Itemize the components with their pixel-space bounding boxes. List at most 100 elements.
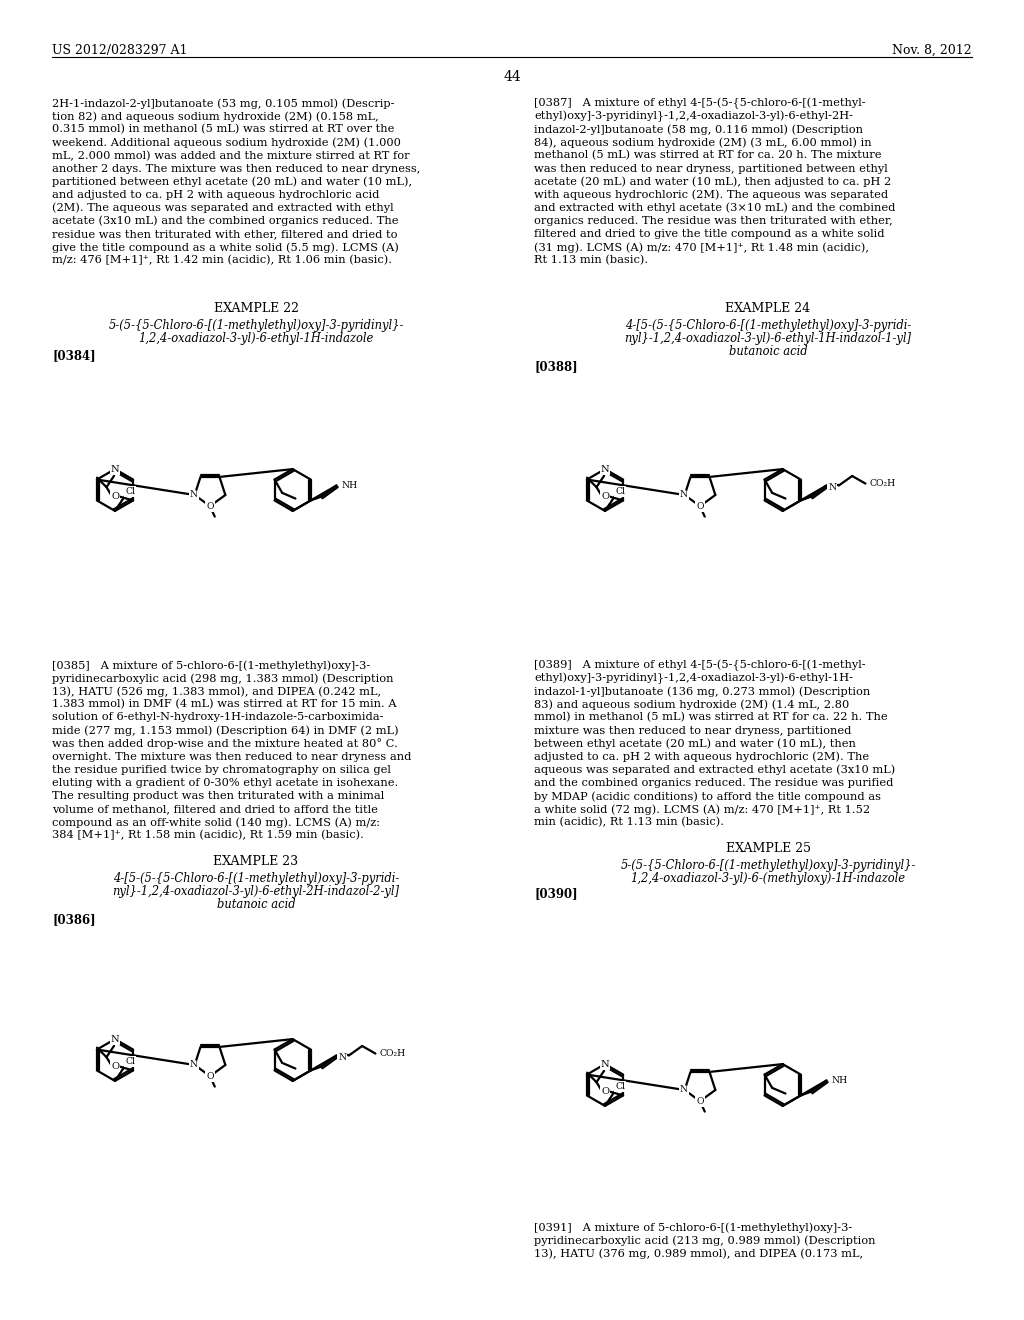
- Text: overnight. The mixture was then reduced to near dryness and: overnight. The mixture was then reduced …: [52, 751, 412, 762]
- Text: mixture was then reduced to near dryness, partitioned: mixture was then reduced to near dryness…: [534, 726, 851, 735]
- Text: US 2012/0283297 A1: US 2012/0283297 A1: [52, 44, 187, 57]
- Text: 4-[5-(5-{5-Chloro-6-[(1-methylethyl)oxy]-3-pyridi-: 4-[5-(5-{5-Chloro-6-[(1-methylethyl)oxy]…: [625, 319, 911, 333]
- Text: NH: NH: [342, 480, 358, 490]
- Text: 83) and aqueous sodium hydroxide (2M) (1.4 mL, 2.80: 83) and aqueous sodium hydroxide (2M) (1…: [534, 700, 849, 710]
- Text: O: O: [601, 492, 609, 502]
- Text: another 2 days. The mixture was then reduced to near dryness,: another 2 days. The mixture was then red…: [52, 164, 421, 173]
- Text: min (acidic), Rt 1.13 min (basic).: min (acidic), Rt 1.13 min (basic).: [534, 817, 724, 828]
- Text: by MDAP (acidic conditions) to afford the title compound as: by MDAP (acidic conditions) to afford th…: [534, 791, 881, 801]
- Text: acetate (20 mL) and water (10 mL), then adjusted to ca. pH 2: acetate (20 mL) and water (10 mL), then …: [534, 177, 891, 187]
- Text: N: N: [680, 491, 688, 499]
- Text: [0389]   A mixture of ethyl 4-[5-(5-{5-chloro-6-[(1-methyl-: [0389] A mixture of ethyl 4-[5-(5-{5-chl…: [534, 660, 865, 672]
- Text: m/z: 476 [M+1]⁺, Rt 1.42 min (acidic), Rt 1.06 min (basic).: m/z: 476 [M+1]⁺, Rt 1.42 min (acidic), R…: [52, 255, 392, 265]
- Text: filtered and dried to give the title compound as a white solid: filtered and dried to give the title com…: [534, 228, 885, 239]
- Text: mmol) in methanol (5 mL) was stirred at RT for ca. 22 h. The: mmol) in methanol (5 mL) was stirred at …: [534, 713, 888, 723]
- Text: tion 82) and aqueous sodium hydroxide (2M) (0.158 mL,: tion 82) and aqueous sodium hydroxide (2…: [52, 111, 379, 121]
- Text: mL, 2.000 mmol) was added and the mixture stirred at RT for: mL, 2.000 mmol) was added and the mixtur…: [52, 150, 410, 161]
- Text: Rt 1.13 min (basic).: Rt 1.13 min (basic).: [534, 255, 648, 265]
- Text: EXAMPLE 23: EXAMPLE 23: [213, 855, 299, 869]
- Text: acetate (3x10 mL) and the combined organics reduced. The: acetate (3x10 mL) and the combined organ…: [52, 216, 398, 227]
- Text: and the combined organics reduced. The residue was purified: and the combined organics reduced. The r…: [534, 777, 893, 788]
- Text: 4-[5-(5-{5-Chloro-6-[(1-methylethyl)oxy]-3-pyridi-: 4-[5-(5-{5-Chloro-6-[(1-methylethyl)oxy]…: [113, 873, 399, 886]
- Text: N: N: [189, 1060, 198, 1069]
- Text: [0385]   A mixture of 5-chloro-6-[(1-methylethyl)oxy]-3-: [0385] A mixture of 5-chloro-6-[(1-methy…: [52, 660, 371, 671]
- Text: a white solid (72 mg). LCMS (A) m/z: 470 [M+1]⁺, Rt 1.52: a white solid (72 mg). LCMS (A) m/z: 470…: [534, 804, 870, 814]
- Text: volume of methanol, filtered and dried to afford the title: volume of methanol, filtered and dried t…: [52, 804, 378, 814]
- Text: CO₂H: CO₂H: [380, 1049, 406, 1059]
- Text: adjusted to ca. pH 2 with aqueous hydrochloric (2M). The: adjusted to ca. pH 2 with aqueous hydroc…: [534, 751, 869, 762]
- Text: solution of 6-ethyl-N-hydroxy-1H-indazole-5-carboximida-: solution of 6-ethyl-N-hydroxy-1H-indazol…: [52, 713, 384, 722]
- Text: The resulting product was then triturated with a minimal: The resulting product was then triturate…: [52, 791, 384, 801]
- Text: [0388]: [0388]: [534, 360, 578, 374]
- Text: N: N: [338, 1053, 346, 1061]
- Text: 84), aqueous sodium hydroxide (2M) (3 mL, 6.00 mmol) in: 84), aqueous sodium hydroxide (2M) (3 mL…: [534, 137, 871, 148]
- Text: eluting with a gradient of 0-30% ethyl acetate in isohexane.: eluting with a gradient of 0-30% ethyl a…: [52, 777, 398, 788]
- Text: aqueous was separated and extracted ethyl acetate (3x10 mL): aqueous was separated and extracted ethy…: [534, 764, 895, 775]
- Text: partitioned between ethyl acetate (20 mL) and water (10 mL),: partitioned between ethyl acetate (20 mL…: [52, 177, 412, 187]
- Text: with aqueous hydrochloric (2M). The aqueous was separated: with aqueous hydrochloric (2M). The aque…: [534, 190, 888, 201]
- Text: nyl}-1,2,4-oxadiazol-3-yl)-6-ethyl-2H-indazol-2-yl]: nyl}-1,2,4-oxadiazol-3-yl)-6-ethyl-2H-in…: [113, 886, 399, 899]
- Text: 1.383 mmol) in DMF (4 mL) was stirred at RT for 15 min. A: 1.383 mmol) in DMF (4 mL) was stirred at…: [52, 700, 396, 710]
- Text: EXAMPLE 22: EXAMPLE 22: [213, 302, 299, 315]
- Text: the residue purified twice by chromatography on silica gel: the residue purified twice by chromatogr…: [52, 764, 391, 775]
- Text: Cl: Cl: [615, 487, 626, 496]
- Text: 1,2,4-oxadiazol-3-yl)-6-(methyloxy)-1H-indazole: 1,2,4-oxadiazol-3-yl)-6-(methyloxy)-1H-i…: [631, 873, 905, 886]
- Text: 1,2,4-oxadiazol-3-yl)-6-ethyl-1H-indazole: 1,2,4-oxadiazol-3-yl)-6-ethyl-1H-indazol…: [138, 333, 374, 345]
- Text: ethyl)oxy]-3-pyridinyl}-1,2,4-oxadiazol-3-yl)-6-ethyl-1H-: ethyl)oxy]-3-pyridinyl}-1,2,4-oxadiazol-…: [534, 673, 853, 685]
- Text: and adjusted to ca. pH 2 with aqueous hydrochloric acid: and adjusted to ca. pH 2 with aqueous hy…: [52, 190, 379, 199]
- Text: [0391]   A mixture of 5-chloro-6-[(1-methylethyl)oxy]-3-: [0391] A mixture of 5-chloro-6-[(1-methy…: [534, 1222, 852, 1233]
- Text: (31 mg). LCMS (A) m/z: 470 [M+1]⁺, Rt 1.48 min (acidic),: (31 mg). LCMS (A) m/z: 470 [M+1]⁺, Rt 1.…: [534, 242, 869, 252]
- Text: O: O: [206, 502, 214, 511]
- Text: CO₂H: CO₂H: [869, 479, 896, 488]
- Text: [0390]: [0390]: [534, 887, 578, 900]
- Text: N: N: [828, 483, 837, 492]
- Text: 5-(5-{5-Chloro-6-[(1-methylethyl)oxy]-3-pyridinyl}-: 5-(5-{5-Chloro-6-[(1-methylethyl)oxy]-3-…: [109, 319, 403, 333]
- Text: O: O: [601, 1088, 609, 1096]
- Text: was then reduced to near dryness, partitioned between ethyl: was then reduced to near dryness, partit…: [534, 164, 888, 173]
- Text: N: N: [189, 491, 198, 499]
- Text: Nov. 8, 2012: Nov. 8, 2012: [892, 44, 972, 57]
- Text: methanol (5 mL) was stirred at RT for ca. 20 h. The mixture: methanol (5 mL) was stirred at RT for ca…: [534, 150, 882, 161]
- Text: O: O: [111, 492, 119, 502]
- Text: N: N: [111, 465, 120, 474]
- Text: pyridinecarboxylic acid (213 mg, 0.989 mmol) (Description: pyridinecarboxylic acid (213 mg, 0.989 m…: [534, 1236, 876, 1246]
- Text: nyl}-1,2,4-oxadiazol-3-yl)-6-ethyl-1H-indazol-1-yl]: nyl}-1,2,4-oxadiazol-3-yl)-6-ethyl-1H-in…: [625, 333, 911, 345]
- Text: N: N: [601, 465, 609, 474]
- Text: 13), HATU (376 mg, 0.989 mmol), and DIPEA (0.173 mL,: 13), HATU (376 mg, 0.989 mmol), and DIPE…: [534, 1249, 863, 1259]
- Text: pyridinecarboxylic acid (298 mg, 1.383 mmol) (Description: pyridinecarboxylic acid (298 mg, 1.383 m…: [52, 673, 393, 684]
- Text: Cl: Cl: [125, 1057, 135, 1067]
- Text: N: N: [111, 1035, 120, 1044]
- Text: [0386]: [0386]: [52, 913, 95, 927]
- Text: O: O: [696, 1097, 703, 1106]
- Text: 44: 44: [503, 70, 521, 84]
- Text: 0.315 mmol) in methanol (5 mL) was stirred at RT over the: 0.315 mmol) in methanol (5 mL) was stirr…: [52, 124, 394, 135]
- Text: between ethyl acetate (20 mL) and water (10 mL), then: between ethyl acetate (20 mL) and water …: [534, 739, 856, 750]
- Text: 2H-1-indazol-2-yl]butanoate (53 mg, 0.105 mmol) (Descrip-: 2H-1-indazol-2-yl]butanoate (53 mg, 0.10…: [52, 98, 394, 108]
- Text: butanoic acid: butanoic acid: [729, 345, 807, 358]
- Text: butanoic acid: butanoic acid: [217, 899, 295, 911]
- Text: 384 [M+1]⁺, Rt 1.58 min (acidic), Rt 1.59 min (basic).: 384 [M+1]⁺, Rt 1.58 min (acidic), Rt 1.5…: [52, 830, 364, 841]
- Text: Cl: Cl: [125, 487, 135, 496]
- Text: O: O: [111, 1063, 119, 1071]
- Text: compound as an off-white solid (140 mg). LCMS (A) m/z:: compound as an off-white solid (140 mg).…: [52, 817, 380, 828]
- Text: (2M). The aqueous was separated and extracted with ethyl: (2M). The aqueous was separated and extr…: [52, 203, 393, 214]
- Text: indazol-1-yl]butanoate (136 mg, 0.273 mmol) (Description: indazol-1-yl]butanoate (136 mg, 0.273 mm…: [534, 686, 870, 697]
- Text: EXAMPLE 25: EXAMPLE 25: [725, 842, 811, 855]
- Text: O: O: [696, 502, 703, 511]
- Text: and extracted with ethyl acetate (3×10 mL) and the combined: and extracted with ethyl acetate (3×10 m…: [534, 203, 895, 214]
- Text: residue was then triturated with ether, filtered and dried to: residue was then triturated with ether, …: [52, 228, 397, 239]
- Text: 13), HATU (526 mg, 1.383 mmol), and DIPEA (0.242 mL,: 13), HATU (526 mg, 1.383 mmol), and DIPE…: [52, 686, 381, 697]
- Text: 5-(5-{5-Chloro-6-[(1-methylethyl)oxy]-3-pyridinyl}-: 5-(5-{5-Chloro-6-[(1-methylethyl)oxy]-3-…: [621, 859, 915, 873]
- Text: NH: NH: [831, 1076, 848, 1085]
- Text: [0387]   A mixture of ethyl 4-[5-(5-{5-chloro-6-[(1-methyl-: [0387] A mixture of ethyl 4-[5-(5-{5-chl…: [534, 98, 865, 110]
- Text: O: O: [206, 1072, 214, 1081]
- Text: N: N: [601, 1060, 609, 1069]
- Text: organics reduced. The residue was then triturated with ether,: organics reduced. The residue was then t…: [534, 216, 893, 226]
- Text: Cl: Cl: [615, 1082, 626, 1092]
- Text: N: N: [680, 1085, 688, 1094]
- Text: was then added drop-wise and the mixture heated at 80° C.: was then added drop-wise and the mixture…: [52, 739, 397, 750]
- Text: [0384]: [0384]: [52, 348, 95, 362]
- Text: give the title compound as a white solid (5.5 mg). LCMS (A): give the title compound as a white solid…: [52, 242, 399, 252]
- Text: mide (277 mg, 1.153 mmol) (Description 64) in DMF (2 mL): mide (277 mg, 1.153 mmol) (Description 6…: [52, 726, 398, 737]
- Text: weekend. Additional aqueous sodium hydroxide (2M) (1.000: weekend. Additional aqueous sodium hydro…: [52, 137, 400, 148]
